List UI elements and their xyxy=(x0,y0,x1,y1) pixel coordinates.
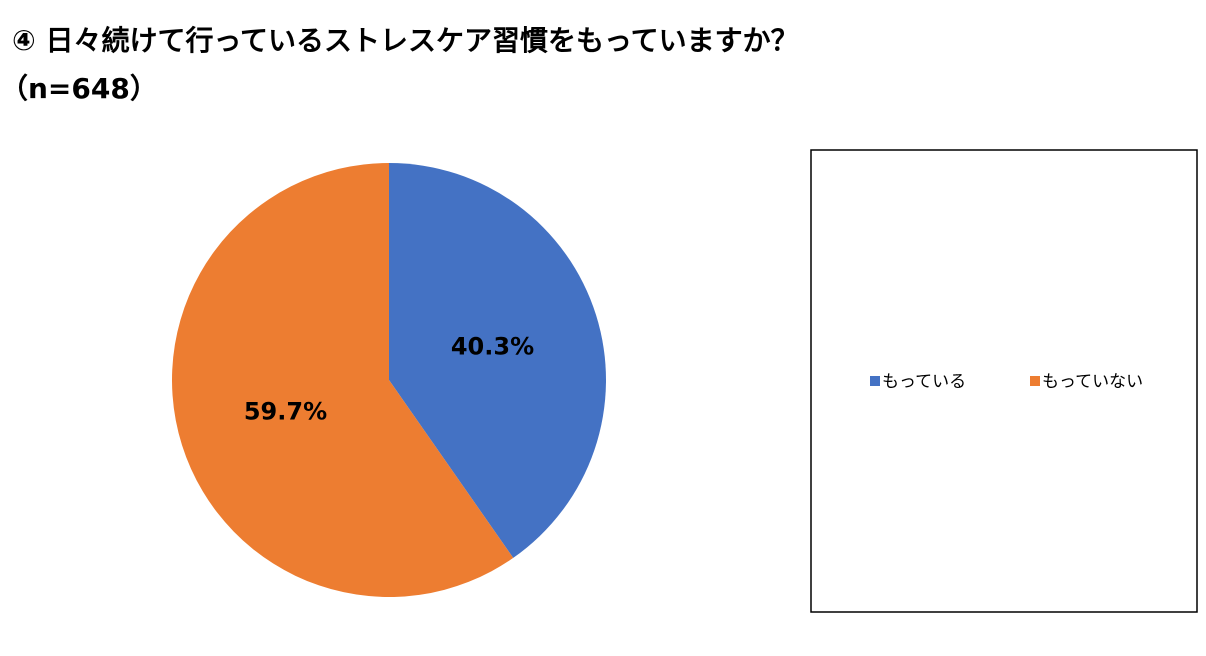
chart-subtitle: （n=648） xyxy=(0,72,158,105)
legend-marker xyxy=(870,376,880,386)
legend-label: もっている xyxy=(882,372,966,392)
legend-marker xyxy=(1030,376,1040,386)
data-label: 59.7% xyxy=(244,398,327,426)
legend-label: もっていない xyxy=(1042,372,1143,392)
data-label: 40.3% xyxy=(451,332,534,360)
pie-slice xyxy=(389,163,607,558)
chart-title: ④ 日々続けて行っているストレスケア習慣をもっていますか？ xyxy=(12,24,799,57)
legend-box xyxy=(810,149,1198,613)
pie-slice xyxy=(172,163,514,597)
